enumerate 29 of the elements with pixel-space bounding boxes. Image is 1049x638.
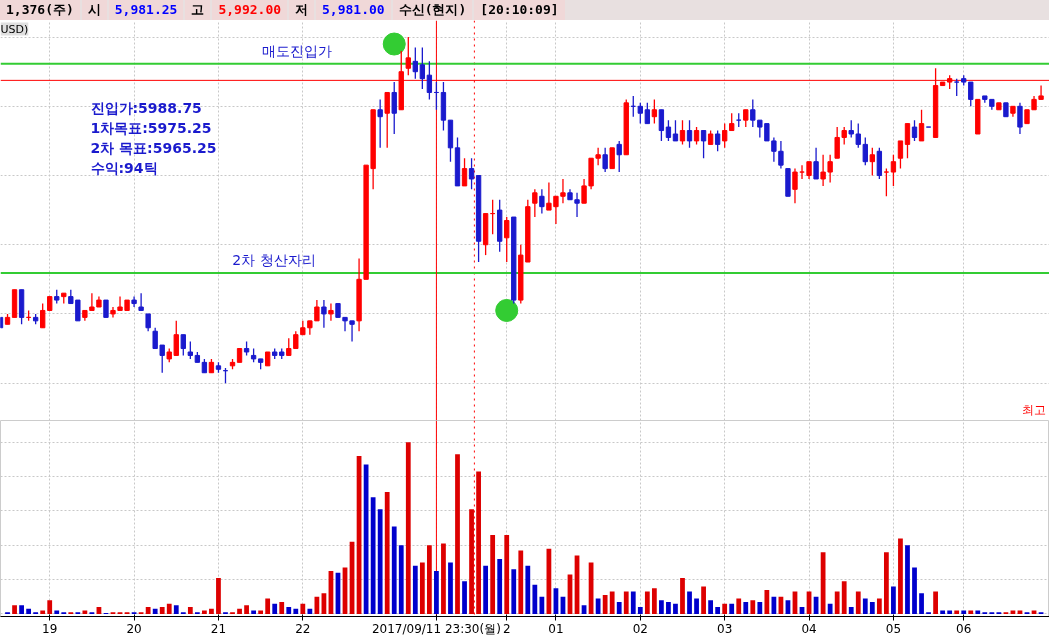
text: 시: [81, 0, 107, 20]
text: USD): [0, 22, 29, 36]
text: [20:10:09]: [474, 0, 565, 20]
x-tick-label: 22: [295, 621, 311, 636]
text: 5,981.00: [316, 0, 391, 20]
x-tick-label: 04: [801, 621, 817, 636]
text: 5,981.25: [108, 0, 184, 20]
annotation: 1차목표:5975.25: [90, 119, 212, 136]
x-tick-label: 21: [210, 621, 227, 636]
text: 최고: [1021, 402, 1046, 417]
ref-line-label: 2차 청산자리: [232, 252, 316, 269]
annotation: 진입가:5988.75: [90, 99, 202, 116]
x-tick-label: 05: [885, 621, 902, 636]
x-tick-label: 19: [42, 621, 58, 636]
x-tick-label: 01: [548, 621, 564, 636]
text: 저: [289, 0, 315, 20]
text: 1,376(주): [0, 0, 80, 20]
x-tick-label: 2017/09/11 23:30(월): [371, 621, 501, 636]
ref-line-label: 매도진입가: [262, 42, 333, 59]
x-tick-label: 20: [126, 621, 142, 636]
annotation: 수익:94틱: [90, 159, 158, 176]
x-tick-label: 06: [956, 621, 972, 636]
annotation: 2차 목표:5965.25: [90, 139, 217, 156]
text: 수신(현지): [392, 0, 473, 20]
x-tick-label: 2: [502, 621, 511, 636]
x-tick-label: 03: [717, 621, 733, 636]
text: 고: [185, 0, 211, 20]
text: 5,992.00: [212, 0, 288, 20]
x-tick-label: 02: [632, 621, 648, 636]
